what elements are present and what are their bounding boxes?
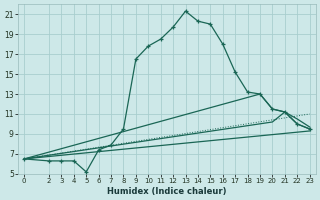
X-axis label: Humidex (Indice chaleur): Humidex (Indice chaleur) [107, 187, 227, 196]
